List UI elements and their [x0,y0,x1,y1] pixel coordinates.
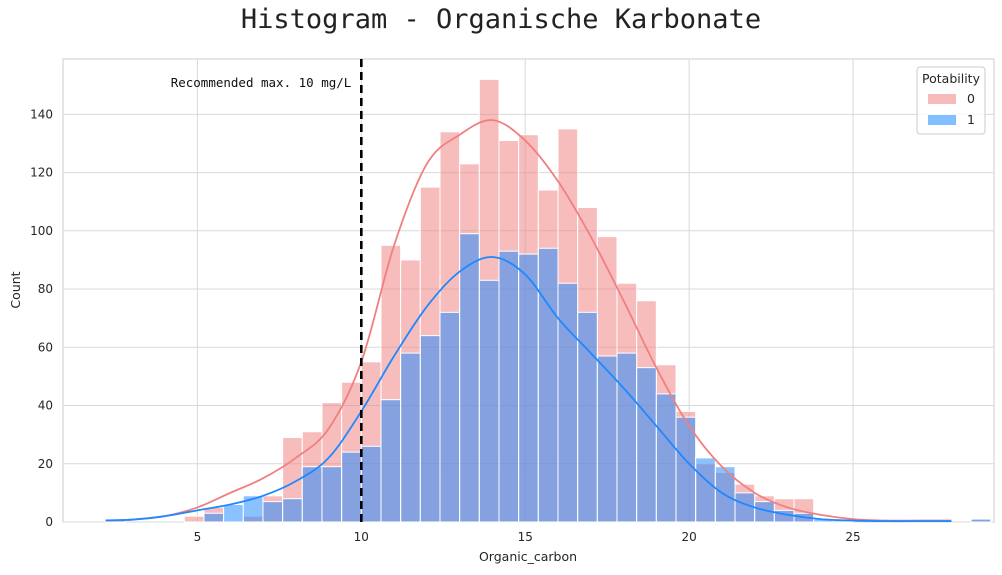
legend-title: Potability [922,71,981,86]
y-tick-label: 80 [38,282,53,296]
y-tick-label: 140 [30,107,53,121]
x-tick-label: 15 [518,530,533,544]
y-tick-label: 20 [38,457,53,471]
bar-series-1 [419,335,441,523]
bar-series-1 [459,233,480,523]
bar-series-1 [400,352,421,523]
y-tick-label: 100 [30,224,53,238]
legend-swatch-1 [928,115,956,125]
bar-series-1 [360,445,382,523]
chart-title: Histogram - Organische Karbonate [240,4,762,35]
bar-series-1 [557,282,579,523]
bar-series-1 [380,399,402,523]
bar-series-1 [537,247,559,523]
bar-series-1 [439,311,461,523]
bar-series-1 [341,451,362,523]
bar-series-1 [223,504,244,523]
reference-line-group: Recommended max. 10 mg/L [171,59,363,522]
reference-line-label: Recommended max. 10 mg/L [171,75,352,90]
legend[interactable]: Potability 0 1 [916,66,986,135]
bar-series-1 [262,501,284,523]
x-axis-label: Organic_carbon [479,549,577,564]
bar-series-1 [675,416,697,523]
bar-series-1 [734,492,756,523]
y-tick-label: 60 [38,340,53,354]
x-tick-label: 5 [194,530,202,544]
kde-curves [105,119,952,523]
legend-label-0: 0 [967,91,975,106]
bar-series-0 [183,515,205,523]
bar-series-1 [655,393,677,523]
bar-series-1 [518,253,539,523]
x-tick-label: 10 [354,530,369,544]
bar-series-1 [970,518,992,523]
legend-swatch-0 [928,94,956,104]
kde-curve-1 [105,256,952,523]
y-axis-label: Count [8,271,23,308]
y-tick-label: 120 [30,166,53,180]
bar-series-1 [478,279,500,523]
bar-series-1 [695,457,716,523]
bar-series-1 [636,367,657,523]
y-tick-label: 0 [45,515,53,529]
bar-series-1 [498,250,520,523]
bar-series-1 [203,512,225,523]
y-tick-label: 40 [38,399,53,413]
bar-series-1 [282,498,303,523]
axis-ticks: 5 10 15 20 25 0 20 40 60 80 100 120 140 [30,107,861,544]
x-tick-label: 20 [681,530,696,544]
bar-series-1 [321,466,343,523]
x-tick-label: 25 [845,530,860,544]
bar-series-1 [616,352,638,523]
bar-series-1 [596,355,618,523]
legend-label-1: 1 [967,112,975,127]
kde-curve-0 [105,119,952,522]
